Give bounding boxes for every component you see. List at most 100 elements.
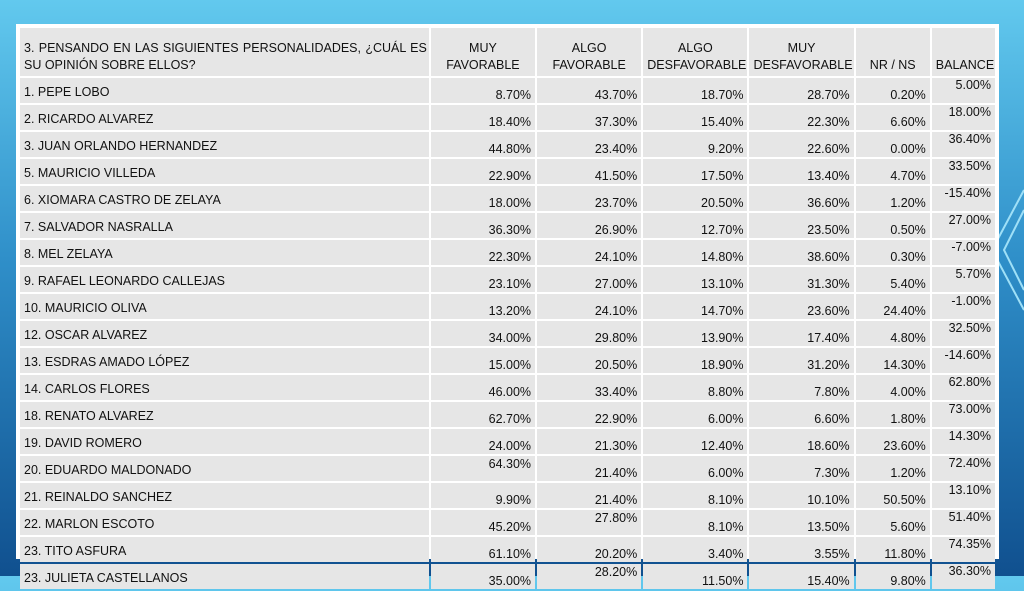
percentage-cell: 18.40% <box>430 105 536 130</box>
column-header: ALGO FAVORABLE <box>537 28 642 76</box>
percentage-cell: 38.60% <box>749 240 854 265</box>
percentage-cell: 26.90% <box>537 213 642 238</box>
table-row: 3. JUAN ORLANDO HERNANDEZ 44.80% 23.40% 9.2… <box>20 132 995 157</box>
balance-cell: 62.80% <box>931 375 995 400</box>
percentage-cell: 17.40% <box>749 321 854 346</box>
personality-name: 21. REINALDO SANCHEZ <box>20 483 429 508</box>
percentage-cell: 0.50% <box>855 213 930 238</box>
percentage-cell: 45.20% <box>430 510 536 535</box>
percentage-cell: 7.80% <box>749 375 854 400</box>
percentage-cell: 1.20% <box>855 456 930 481</box>
balance-cell: 36.40% <box>931 132 995 157</box>
percentage-cell: 22.30% <box>749 105 854 130</box>
table-row: 5. MAURICIO VILLEDA 22.90% 41.50% 17.50% 13.… <box>20 159 995 184</box>
percentage-cell: 29.80% <box>537 321 642 346</box>
percentage-cell: 18.70% <box>643 78 748 103</box>
percentage-cell: 20.50% <box>643 186 748 211</box>
personality-name: 1. PEPE LOBO <box>20 78 429 103</box>
header-row: 3. PENSANDO EN LAS SIGUIENTES PERSONALID… <box>20 28 995 76</box>
percentage-cell: 61.10% <box>430 537 536 562</box>
percentage-cell: 15.00% <box>430 348 536 373</box>
percentage-cell: 14.80% <box>643 240 748 265</box>
table-row: 20. EDUARDO MALDONADO 64.30% 21.40% 6.00% 7.… <box>20 456 995 481</box>
percentage-cell: 6.00% <box>643 456 748 481</box>
percentage-cell: 28.20% <box>537 564 642 589</box>
table-row: 8. MEL ZELAYA 22.30% 24.10% 14.80% 38.60% 0.3… <box>20 240 995 265</box>
percentage-cell: 4.80% <box>855 321 930 346</box>
balance-cell: 73.00% <box>931 402 995 427</box>
balance-cell: 33.50% <box>931 159 995 184</box>
balance-cell: 18.00% <box>931 105 995 130</box>
balance-cell: -7.00% <box>931 240 995 265</box>
percentage-cell: 18.60% <box>749 429 854 454</box>
percentage-cell: 24.40% <box>855 294 930 319</box>
balance-cell: 14.30% <box>931 429 995 454</box>
percentage-cell: 0.00% <box>855 132 930 157</box>
table-row: 18. RENATO ALVAREZ 62.70% 22.90% 6.00% 6.60%… <box>20 402 995 427</box>
personality-name: 8. MEL ZELAYA <box>20 240 429 265</box>
percentage-cell: 11.50% <box>643 564 748 589</box>
personality-name: 19. DAVID ROMERO <box>20 429 429 454</box>
percentage-cell: 31.30% <box>749 267 854 292</box>
percentage-cell: 27.00% <box>537 267 642 292</box>
percentage-cell: 22.90% <box>537 402 642 427</box>
percentage-cell: 37.30% <box>537 105 642 130</box>
percentage-cell: 50.50% <box>855 483 930 508</box>
percentage-cell: 31.20% <box>749 348 854 373</box>
column-header: MUY DESFAVORABLE <box>749 28 854 76</box>
balance-cell: 36.30% <box>931 564 995 589</box>
percentage-cell: 23.50% <box>749 213 854 238</box>
percentage-cell: 15.40% <box>643 105 748 130</box>
percentage-cell: 64.30% <box>430 456 536 481</box>
percentage-cell: 20.50% <box>537 348 642 373</box>
table-row: 22. MARLON ESCOTO 45.20% 27.80% 8.10% 13.50%… <box>20 510 995 535</box>
percentage-cell: 9.80% <box>855 564 930 589</box>
percentage-cell: 21.40% <box>537 483 642 508</box>
personality-name: 5. MAURICIO VILLEDA <box>20 159 429 184</box>
table-row: 2. RICARDO ALVAREZ 18.40% 37.30% 15.40% 22.3… <box>20 105 995 130</box>
percentage-cell: 12.70% <box>643 213 748 238</box>
personality-name: 13. ESDRAS AMADO LÓPEZ <box>20 348 429 373</box>
percentage-cell: 24.10% <box>537 294 642 319</box>
balance-cell: -15.40% <box>931 186 995 211</box>
percentage-cell: 8.80% <box>643 375 748 400</box>
percentage-cell: 3.55% <box>749 537 854 562</box>
percentage-cell: 18.90% <box>643 348 748 373</box>
percentage-cell: 14.70% <box>643 294 748 319</box>
percentage-cell: 21.30% <box>537 429 642 454</box>
percentage-cell: 8.10% <box>643 510 748 535</box>
personality-name: 18. RENATO ALVAREZ <box>20 402 429 427</box>
percentage-cell: 22.30% <box>430 240 536 265</box>
percentage-cell: 5.40% <box>855 267 930 292</box>
column-header: ALGO DESFAVORABLE <box>643 28 748 76</box>
percentage-cell: 18.00% <box>430 186 536 211</box>
balance-cell: 5.00% <box>931 78 995 103</box>
percentage-cell: 23.70% <box>537 186 642 211</box>
percentage-cell: 1.80% <box>855 402 930 427</box>
table-row: 23. TITO ASFURA 61.10% 20.20% 3.40% 3.55% 11.… <box>20 537 995 562</box>
percentage-cell: 3.40% <box>643 537 748 562</box>
percentage-cell: 5.60% <box>855 510 930 535</box>
table-row: 10. MAURICIO OLIVA 13.20% 24.10% 14.70% 23.6… <box>20 294 995 319</box>
balance-cell: 5.70% <box>931 267 995 292</box>
column-header: NR / NS <box>855 28 930 76</box>
balance-cell: 13.10% <box>931 483 995 508</box>
percentage-cell: 41.50% <box>537 159 642 184</box>
column-header: BALANCE <box>931 28 995 76</box>
percentage-cell: 46.00% <box>430 375 536 400</box>
percentage-cell: 15.40% <box>749 564 854 589</box>
balance-cell: 32.50% <box>931 321 995 346</box>
personality-name: 9. RAFAEL LEONARDO CALLEJAS <box>20 267 429 292</box>
percentage-cell: 28.70% <box>749 78 854 103</box>
percentage-cell: 0.30% <box>855 240 930 265</box>
percentage-cell: 27.80% <box>537 510 642 535</box>
personality-name: 10. MAURICIO OLIVA <box>20 294 429 319</box>
percentage-cell: 20.20% <box>537 537 642 562</box>
balance-cell: 51.40% <box>931 510 995 535</box>
percentage-cell: 4.70% <box>855 159 930 184</box>
percentage-cell: 23.60% <box>855 429 930 454</box>
percentage-cell: 8.10% <box>643 483 748 508</box>
survey-table-frame: 3. PENSANDO EN LAS SIGUIENTES PERSONALID… <box>16 24 999 589</box>
percentage-cell: 21.40% <box>537 456 642 481</box>
personality-name: 12. OSCAR ALVAREZ <box>20 321 429 346</box>
